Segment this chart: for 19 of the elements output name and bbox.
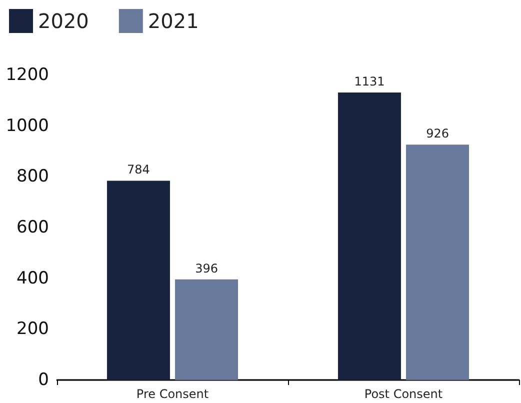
bar: [338, 92, 401, 380]
data-label: 396: [195, 261, 218, 276]
data-label: 784: [127, 162, 150, 177]
bar: [406, 144, 470, 380]
x-tick-label: Post Consent: [364, 387, 443, 401]
x-tick-label: Pre Consent: [136, 387, 209, 401]
legend-label: 2021: [148, 9, 199, 33]
y-tick-label: 1000: [6, 116, 49, 136]
y-tick-label: 200: [16, 319, 49, 340]
y-tick-label: 600: [16, 218, 49, 238]
y-tick-label: 800: [16, 166, 49, 187]
bar: [106, 180, 170, 380]
y-tick-label: 0: [38, 370, 49, 390]
y-tick-label: 1200: [6, 65, 49, 85]
data-label: 1131: [354, 74, 385, 89]
bar: [175, 279, 238, 380]
legend-label: 2020: [38, 9, 89, 33]
y-tick-label: 400: [16, 268, 49, 288]
data-label: 926: [426, 126, 449, 141]
